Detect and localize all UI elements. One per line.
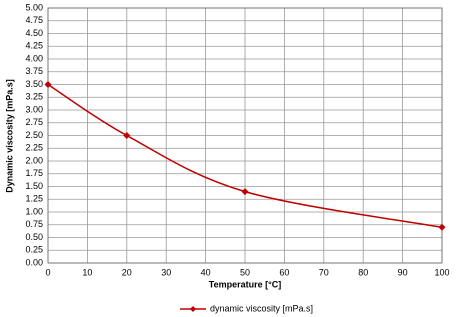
y-axis-label: Dynamic viscosity [mPa.s] [4,79,14,193]
data-point [123,132,131,139]
x-tick-label: 60 [279,267,289,277]
y-tick-label: 3.25 [25,92,43,102]
legend-marker [190,306,196,312]
y-tick-label: 1.00 [25,206,43,216]
y-tick-label: 2.50 [25,130,43,140]
y-tick-label: 2.25 [25,143,43,153]
data-point [241,188,249,196]
y-tick-label: 0.00 [25,257,43,267]
y-tick-label: 1.75 [25,168,43,178]
y-tick-label: 3.75 [25,66,43,76]
y-tick-label: 3.50 [25,79,43,89]
y-tick-label: 4.25 [25,41,43,51]
y-tick-label: 4.75 [25,15,43,25]
x-tick-label: 0 [45,267,50,277]
y-tick-label: 0.50 [25,232,43,242]
y-tick-label: 2.75 [25,117,43,127]
y-tick-label: 4.00 [25,53,43,63]
data-point [44,81,52,88]
x-tick-label: 10 [82,267,92,277]
x-tick-label: 50 [240,267,250,277]
y-tick-label: 0.75 [25,219,43,229]
x-tick-label: 70 [319,267,329,277]
y-tick-label: 5.00 [25,2,43,12]
legend-label: dynamic viscosity [mPa.s] [210,303,313,313]
x-tick-label: 90 [398,267,408,277]
y-tick-label: 0.25 [25,245,43,255]
data-line [47,83,443,229]
x-tick-label: 20 [122,267,132,277]
x-tick-label: 100 [434,267,449,277]
y-tick-label: 1.25 [25,194,43,204]
x-tick-label: 30 [161,267,171,277]
y-tick-label: 2.00 [25,155,43,165]
y-tick-label: 1.50 [25,181,43,191]
y-tick-label: 4.50 [25,28,43,38]
y-tick-label: 3.00 [25,104,43,114]
x-tick-label: 40 [201,267,211,277]
x-tick-label: 80 [358,267,368,277]
plot-frame [47,7,443,264]
x-axis-label: Temperature [°C] [209,279,281,289]
data-point [438,223,446,231]
